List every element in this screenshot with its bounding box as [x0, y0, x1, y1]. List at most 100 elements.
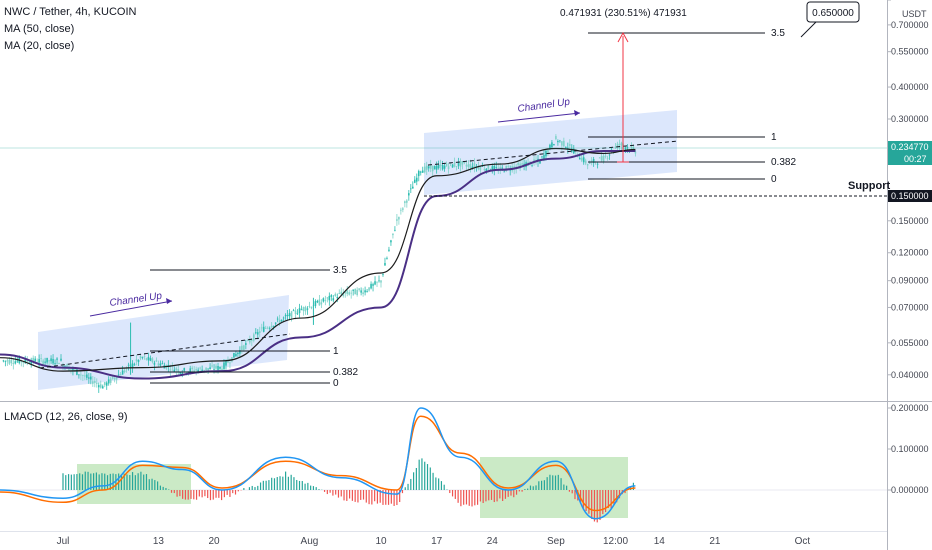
candle-body [310, 307, 313, 309]
candle-body [175, 368, 178, 370]
candle-body [404, 201, 406, 204]
fib-level-label: 0.382 [771, 157, 796, 168]
x-tick-label: 17 [431, 536, 443, 547]
candle-body [195, 369, 197, 371]
candle-body [342, 293, 345, 296]
candle-body [433, 166, 436, 170]
candle-body [408, 193, 410, 196]
candle-body [161, 363, 164, 365]
candle-body [233, 352, 235, 358]
y-tick-label: 0.055000 [891, 338, 929, 348]
candle-body [559, 140, 561, 142]
lmacd-legend[interactable]: LMACD (12, 26, close, 9) [4, 411, 128, 423]
x-tick-label: 12:00 [603, 536, 628, 547]
candle-body [302, 307, 305, 312]
candle-body [173, 369, 176, 372]
candle-body [288, 313, 291, 317]
candle-body [388, 249, 390, 251]
candle-body [76, 369, 78, 375]
candle-body [50, 358, 52, 362]
candle-body [487, 164, 490, 170]
candle-body [111, 376, 114, 379]
candle-body [189, 368, 191, 372]
ma50-line [0, 149, 636, 380]
candle-body [425, 165, 428, 170]
candle-body [396, 219, 398, 221]
candle-body [42, 360, 44, 365]
y-tick-label: 0.040000 [891, 370, 929, 380]
candle-body [580, 157, 583, 161]
candle-body [549, 144, 551, 149]
candle-body [479, 167, 482, 171]
candle-body [139, 356, 142, 359]
candle-body [624, 147, 627, 150]
candle-body [322, 298, 325, 302]
current-price-tag-text: 0.234770 [891, 142, 929, 152]
candle-body [131, 363, 134, 368]
candle-body [451, 164, 454, 168]
candle-body [300, 309, 303, 311]
candle-body [491, 166, 494, 171]
candle-body [30, 361, 32, 364]
ma50-legend[interactable]: MA (50, close) [4, 23, 75, 35]
candle-body [169, 369, 172, 371]
candle-body [215, 365, 217, 369]
candle-body [155, 360, 158, 362]
candle-body [203, 369, 205, 371]
candle-body [394, 229, 396, 231]
countdown-tag [888, 153, 932, 165]
x-tick-label: 20 [208, 536, 220, 547]
candle-body [505, 165, 508, 171]
fib-level-label: 1 [771, 132, 777, 143]
candle-body [256, 332, 259, 335]
candle-body [614, 146, 617, 148]
candle-body [72, 368, 74, 371]
macd-y-tick-label: 0.100000 [891, 444, 929, 454]
candle-body [14, 361, 17, 364]
candle-body [282, 317, 285, 319]
channel-arrow-head [166, 298, 172, 304]
candle-body [278, 319, 281, 324]
candle-body [467, 164, 470, 167]
y-tick-label: 0.550000 [891, 47, 929, 57]
candle-body [324, 300, 327, 302]
candle-body [435, 165, 438, 170]
candle-body [318, 299, 321, 306]
candle-body [561, 141, 563, 146]
candle-body [378, 280, 380, 282]
y-tick-label: 0.300000 [891, 114, 929, 124]
candle-body [20, 360, 23, 363]
candle-body [431, 165, 434, 172]
candle-body [82, 375, 84, 376]
candle-body [576, 156, 579, 158]
candle-body [427, 166, 430, 169]
candle-body [531, 164, 533, 166]
candle-body [4, 360, 7, 362]
candle-body [205, 367, 207, 371]
candle-body [463, 161, 466, 163]
candle-body [2, 360, 5, 362]
target-callout-box [806, 1, 860, 23]
candle-body [94, 381, 96, 383]
candle-body [149, 357, 152, 361]
candle-body [24, 358, 27, 363]
candle-body [147, 356, 150, 361]
symbol-legend[interactable]: NWC / Tether, 4h, KUCOIN [4, 6, 137, 18]
candle-body [115, 377, 118, 380]
candle-body [92, 381, 94, 384]
candle-body [507, 166, 509, 168]
ma20-legend[interactable]: MA (20, close) [4, 40, 75, 52]
candle-body [360, 290, 362, 293]
candle-body [274, 322, 277, 324]
candle-body [578, 158, 581, 160]
candle-body [336, 297, 339, 299]
x-tick-label: 10 [375, 536, 387, 547]
candle-body [70, 368, 72, 370]
candle-body [193, 370, 195, 372]
x-tick-label: Jul [57, 536, 70, 547]
candle-body [412, 186, 414, 189]
candle-body [419, 171, 422, 173]
candle-body [270, 325, 273, 328]
candle-body [543, 155, 545, 159]
